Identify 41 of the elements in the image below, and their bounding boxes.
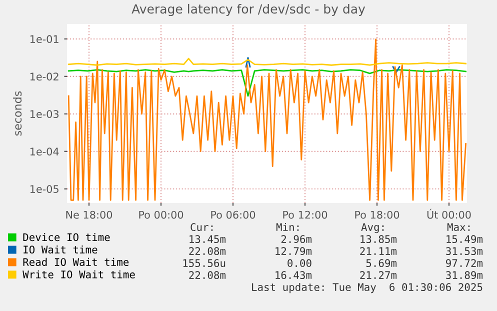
x-tick-label: Po 06:00 xyxy=(211,210,256,219)
x-tick-label: Út 00:00 xyxy=(427,208,471,219)
text: 12.79m xyxy=(276,247,312,256)
text: 22.08m xyxy=(189,271,226,280)
chart-title: Average latency for /dev/sdc - by day xyxy=(132,4,366,16)
text: 13.45m xyxy=(190,235,226,244)
x-tick-label: Po 00:00 xyxy=(139,210,184,219)
text: 5.69m xyxy=(366,259,397,268)
legend-label: Device IO time xyxy=(23,233,110,242)
y-tick-label: 1e-04 xyxy=(30,148,59,156)
text: Max: xyxy=(447,223,470,232)
text: 31.89m xyxy=(446,271,483,280)
y-tick-label: 1e-02 xyxy=(30,72,58,81)
text: 22.08m xyxy=(189,247,226,256)
y-axis-title: seconds xyxy=(13,91,22,136)
y-tick-label: 1e-03 xyxy=(30,110,59,118)
line-series xyxy=(68,69,466,97)
text: 15.49m xyxy=(446,235,483,244)
line-series xyxy=(68,38,466,201)
legend-label: Read IO Wait time xyxy=(23,258,129,266)
text: 31.53m xyxy=(446,247,483,256)
x-tick-label: Po 18:00 xyxy=(355,210,400,219)
y-tick-label: 1e-01 xyxy=(30,35,58,44)
x-tick-label: Po 12:00 xyxy=(283,210,328,219)
text: Min: xyxy=(276,222,299,231)
legend-label: Write IO Wait time xyxy=(22,270,135,278)
text: 97.72m xyxy=(446,259,483,268)
text: 13.85m xyxy=(360,235,397,244)
x-tick-label: Ne 18:00 xyxy=(66,210,112,219)
line-series xyxy=(68,58,466,66)
text: Avg: xyxy=(361,223,384,234)
text: 21.27m xyxy=(360,271,397,279)
text: 16.43m xyxy=(276,271,312,280)
text: Cur: xyxy=(190,223,213,232)
text: Last update: Tue May 6 01:30:06 2025 xyxy=(252,282,482,294)
text: 155.56u xyxy=(183,259,226,268)
text: 21.11m xyxy=(360,247,397,255)
text: 2.96m xyxy=(281,235,312,244)
y-tick-label: 1e-05 xyxy=(30,185,58,193)
legend-label: IO Wait time xyxy=(24,245,98,254)
text: 0.00 xyxy=(288,259,312,268)
